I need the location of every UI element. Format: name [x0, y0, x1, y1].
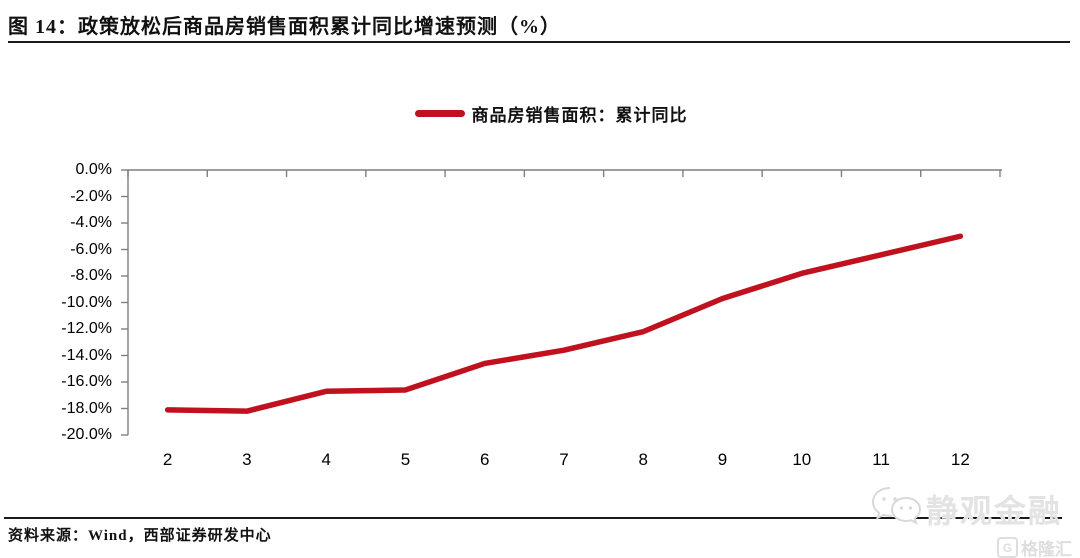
x-tick-label: 4 — [321, 450, 331, 469]
legend-line-marker — [414, 110, 465, 117]
title-divider — [8, 41, 1070, 43]
x-tick-label: 8 — [638, 450, 648, 469]
y-tick-label: -20.0% — [61, 426, 112, 443]
gelonghui-name: 格隆汇 — [1021, 540, 1072, 558]
y-tick-label: -18.0% — [61, 399, 112, 417]
watermark: 静观金融 — [870, 484, 1062, 533]
y-tick-label: -12.0% — [61, 320, 112, 337]
x-tick-label: 7 — [559, 450, 569, 469]
source-note: 资料来源：Wind，西部证券研发中心 — [8, 528, 272, 544]
x-tick-label: 2 — [162, 450, 173, 469]
figure-title: 图 14：政策放松后商品房销售面积累计同比增速预测（%） — [8, 16, 561, 38]
wechat-icon — [870, 484, 922, 533]
gelonghui-icon: G — [997, 537, 1018, 558]
watermark-name: 静观金融 — [925, 492, 1062, 529]
y-tick-label: -16.0% — [61, 373, 112, 390]
y-tick-label: -10.0% — [61, 293, 112, 311]
y-tick-label: -14.0% — [61, 346, 112, 364]
legend-label: 商品房销售面积：累计同比 — [471, 106, 688, 125]
y-tick-label: -4.0% — [70, 214, 112, 231]
footer-divider — [4, 517, 1062, 519]
x-tick-label: 5 — [400, 450, 411, 469]
y-tick-label: -2.0% — [70, 187, 112, 205]
gelonghui-logo: G 格隆汇 — [997, 535, 1072, 558]
x-tick-label: 11 — [872, 450, 890, 469]
x-tick-label: 12 — [950, 450, 970, 469]
x-tick-label: 6 — [479, 450, 490, 469]
y-tick-label: 0.0% — [75, 161, 112, 178]
y-tick-label: -8.0% — [70, 267, 112, 284]
x-tick-label: 10 — [792, 450, 812, 469]
x-tick-label: 9 — [717, 450, 728, 469]
series-line — [164, 233, 964, 414]
y-tick-label: -6.0% — [70, 240, 112, 258]
chart-legend: 商品房销售面积：累计同比 — [0, 101, 1080, 126]
x-tick-label: 3 — [242, 450, 252, 469]
